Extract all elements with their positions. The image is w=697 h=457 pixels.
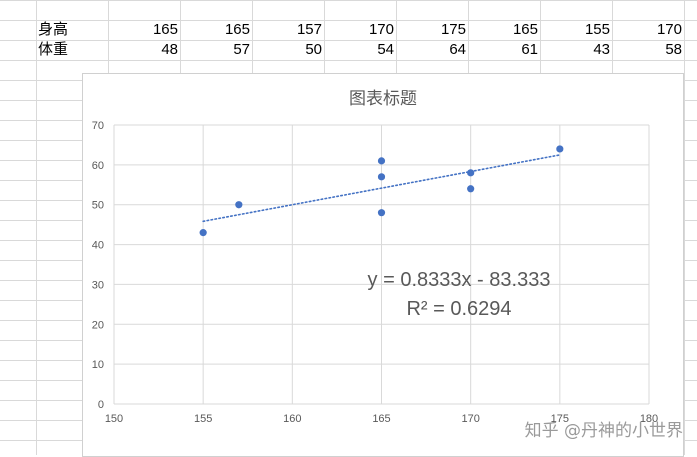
cell[interactable]: 64 [449, 41, 466, 58]
trendline [202, 154, 561, 223]
cell[interactable]: 54 [377, 41, 394, 58]
chart-gridlines [113, 124, 650, 405]
cell[interactable]: 43 [593, 41, 610, 58]
y-tick-label: 10 [92, 359, 104, 371]
r-squared-label: R² = 0.6294 [406, 298, 511, 320]
row-label-height[interactable]: 身高 [38, 21, 69, 38]
cell[interactable]: 165 [512, 21, 538, 38]
data-point [467, 185, 475, 193]
cell[interactable]: 170 [368, 21, 394, 38]
x-tick-label: 160 [283, 413, 301, 425]
cell[interactable]: 155 [584, 21, 610, 38]
x-tick-label: 155 [194, 413, 212, 425]
y-tick-label: 40 [92, 240, 104, 252]
x-tick-label: 170 [461, 413, 479, 425]
data-point [377, 209, 386, 217]
data-point [377, 173, 386, 181]
y-tick-label: 70 [92, 120, 104, 132]
row-label-weight[interactable]: 体重 [38, 41, 69, 58]
chart-container[interactable]: 图表标题 0 10 20 30 40 50 60 70 150 155 160 165 170 175 1… [82, 73, 684, 457]
x-tick-label: 150 [105, 413, 123, 425]
trendline-equation: y = 0.8333x - 83.333 [368, 269, 551, 291]
cell[interactable]: 175 [440, 21, 466, 38]
chart-title[interactable]: 图表标题 [349, 89, 417, 108]
cell[interactable]: 61 [521, 41, 538, 58]
cell[interactable]: 58 [665, 41, 682, 58]
y-tick-label: 20 [92, 319, 104, 331]
y-axis-ticks: 0 10 20 30 40 50 60 70 [92, 120, 104, 411]
y-tick-label: 60 [92, 160, 104, 172]
x-tick-label: 175 [551, 413, 569, 425]
cell[interactable]: 165 [152, 21, 178, 38]
data-point [377, 157, 386, 165]
data-point [467, 169, 475, 177]
scatter-chart[interactable]: 0 10 20 30 40 50 60 70 150 155 160 165 170 175 180 y … [83, 74, 683, 456]
x-tick-label: 180 [640, 413, 658, 425]
y-tick-label: 30 [92, 279, 104, 291]
data-point [199, 229, 207, 237]
cell[interactable]: 157 [296, 21, 322, 38]
data-points [199, 145, 564, 237]
y-tick-label: 50 [92, 200, 104, 212]
row-height: 身高 165 165 157 170 175 165 155 170 [0, 20, 697, 40]
y-tick-label: 0 [98, 399, 104, 411]
cell[interactable]: 57 [233, 41, 250, 58]
row-weight: 体重 48 57 50 54 64 61 43 58 [0, 40, 697, 60]
x-axis-ticks: 150 155 160 165 170 175 180 [105, 413, 658, 425]
cell[interactable]: 48 [161, 41, 178, 58]
trendline-layer [202, 154, 561, 223]
data-point [235, 201, 243, 209]
watermark: 知乎 @丹神的小世界 [524, 421, 683, 441]
x-tick-label: 165 [372, 413, 390, 425]
data-point [556, 145, 564, 153]
cell[interactable]: 170 [656, 21, 682, 38]
cell[interactable]: 165 [224, 21, 250, 38]
cell[interactable]: 50 [305, 41, 322, 58]
